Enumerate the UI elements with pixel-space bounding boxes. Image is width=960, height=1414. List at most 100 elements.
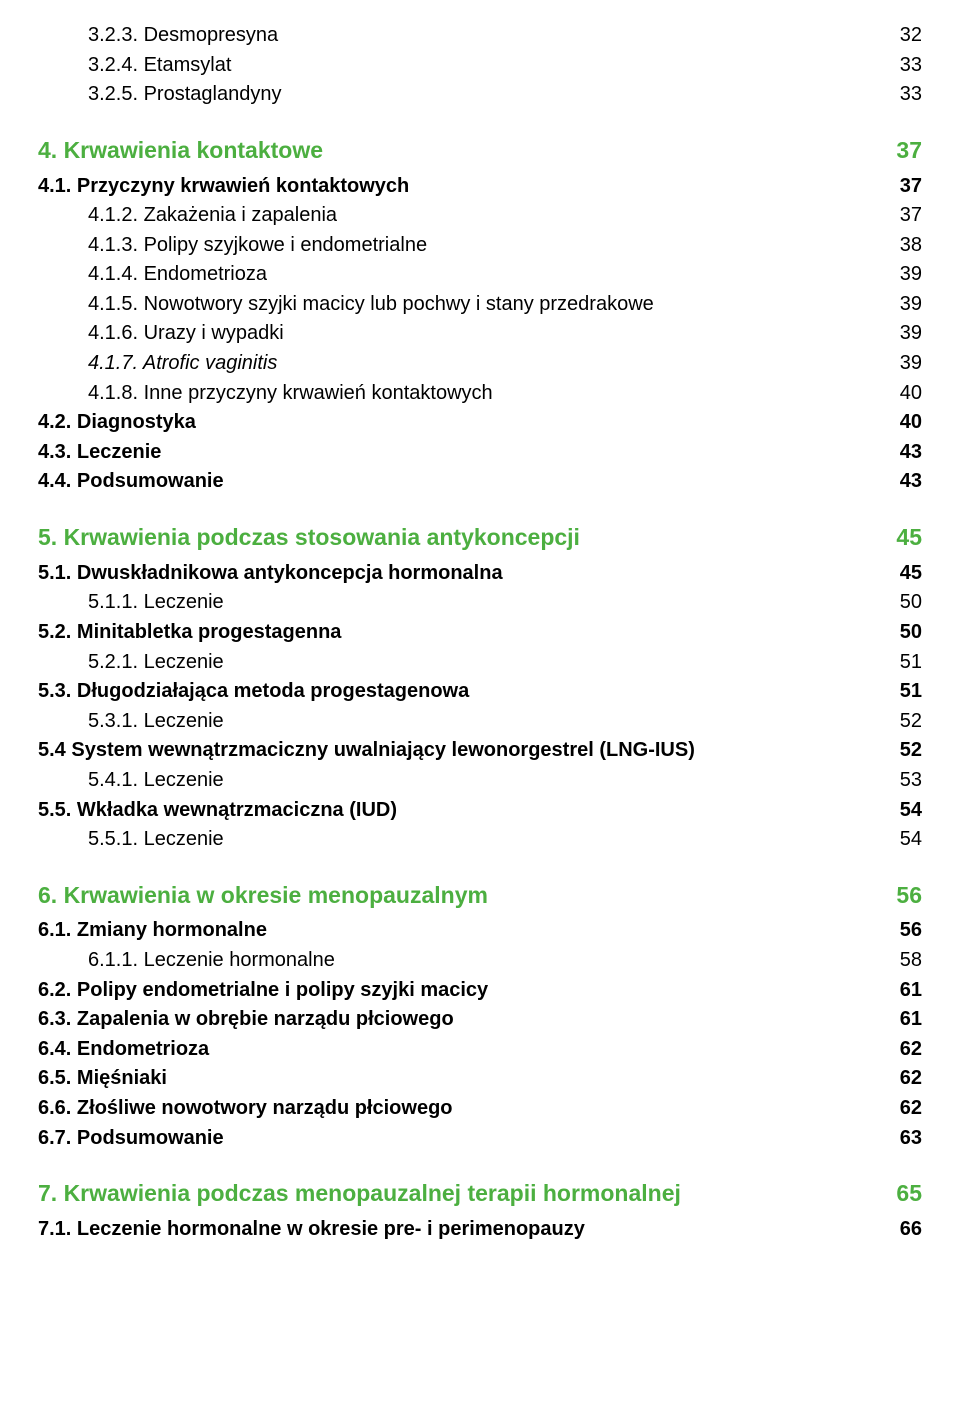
toc-entry-page: 33 xyxy=(882,81,922,109)
toc-entry-page: 62 xyxy=(882,1065,922,1093)
toc-entry: 4.2. Diagnostyka40 xyxy=(38,409,922,437)
toc-entry-page: 37 xyxy=(882,173,922,201)
toc-entry-title: 4.1. Przyczyny krwawień kontaktowych xyxy=(38,173,882,201)
toc-entry-page: 56 xyxy=(882,880,922,912)
toc-entry: 5.5. Wkładka wewnątrzmaciczna (IUD)54 xyxy=(38,797,922,825)
toc-entry-page: 62 xyxy=(882,1036,922,1064)
toc-entry-page: 39 xyxy=(882,350,922,378)
toc-entry: 4.1.7. Atrofic vaginitis39 xyxy=(38,350,922,378)
toc-entry-title: 6.2. Polipy endometrialne i polipy szyjk… xyxy=(38,977,882,1005)
toc-entry-title: 5.4.1. Leczenie xyxy=(88,767,882,795)
toc-entry-page: 61 xyxy=(882,977,922,1005)
toc-entry: 6.6. Złośliwe nowotwory narządu płcioweg… xyxy=(38,1095,922,1123)
toc-entry-title: 5. Krwawienia podczas stosowania antykon… xyxy=(38,522,882,554)
toc-entry: 6.2. Polipy endometrialne i polipy szyjk… xyxy=(38,977,922,1005)
toc-entry-page: 40 xyxy=(882,380,922,408)
toc-entry: 5.2. Minitabletka progestagenna50 xyxy=(38,619,922,647)
toc-entry-page: 45 xyxy=(882,560,922,588)
toc-entry: 6.1.1. Leczenie hormonalne58 xyxy=(38,947,922,975)
toc-entry-page: 43 xyxy=(882,439,922,467)
toc-entry-title: 6.1.1. Leczenie hormonalne xyxy=(88,947,882,975)
toc-entry-title: 6.3. Zapalenia w obrębie narządu płciowe… xyxy=(38,1006,882,1034)
toc-entry-page: 38 xyxy=(882,232,922,260)
toc-entry-page: 45 xyxy=(882,522,922,554)
toc-entry-title: 4.1.6. Urazy i wypadki xyxy=(88,320,882,348)
toc-entry: 4.1.4. Endometrioza39 xyxy=(38,261,922,289)
toc-entry-title: 4.1.7. Atrofic vaginitis xyxy=(88,350,882,378)
toc-entry-title: 4.3. Leczenie xyxy=(38,439,882,467)
toc-entry: 6.5. Mięśniaki62 xyxy=(38,1065,922,1093)
table-of-contents: 3.2.3. Desmopresyna323.2.4. Etamsylat333… xyxy=(38,22,922,1244)
toc-entry-title: 4.4. Podsumowanie xyxy=(38,468,882,496)
toc-entry-title: 3.2.5. Prostaglandyny xyxy=(88,81,882,109)
toc-entry: 4.1. Przyczyny krwawień kontaktowych37 xyxy=(38,173,922,201)
toc-entry-title: 3.2.4. Etamsylat xyxy=(88,52,882,80)
toc-entry-page: 54 xyxy=(882,797,922,825)
toc-entry-page: 56 xyxy=(882,917,922,945)
toc-entry-page: 39 xyxy=(882,320,922,348)
toc-entry: 5.5.1. Leczenie54 xyxy=(38,826,922,854)
toc-entry: 6.4. Endometrioza62 xyxy=(38,1036,922,1064)
toc-entry: 6.7. Podsumowanie63 xyxy=(38,1125,922,1153)
toc-entry-title: 4.2. Diagnostyka xyxy=(38,409,882,437)
toc-entry-title: 6.7. Podsumowanie xyxy=(38,1125,882,1153)
toc-entry-page: 65 xyxy=(882,1178,922,1210)
toc-entry-page: 37 xyxy=(882,135,922,167)
toc-entry-title: 7.1. Leczenie hormonalne w okresie pre- … xyxy=(38,1216,882,1244)
toc-entry-title: 5.1.1. Leczenie xyxy=(88,589,882,617)
toc-entry-title: 5.5. Wkładka wewnątrzmaciczna (IUD) xyxy=(38,797,882,825)
toc-entry-title: 4. Krwawienia kontaktowe xyxy=(38,135,882,167)
toc-entry: 7. Krwawienia podczas menopauzalnej tera… xyxy=(38,1178,922,1210)
toc-entry: 4.1.5. Nowotwory szyjki macicy lub pochw… xyxy=(38,291,922,319)
toc-entry-page: 39 xyxy=(882,261,922,289)
toc-entry: 4. Krwawienia kontaktowe37 xyxy=(38,135,922,167)
toc-entry: 4.3. Leczenie43 xyxy=(38,439,922,467)
toc-entry-page: 54 xyxy=(882,826,922,854)
toc-entry: 3.2.4. Etamsylat33 xyxy=(38,52,922,80)
toc-entry-page: 52 xyxy=(882,708,922,736)
toc-entry: 5. Krwawienia podczas stosowania antykon… xyxy=(38,522,922,554)
toc-entry-page: 50 xyxy=(882,589,922,617)
toc-entry-page: 40 xyxy=(882,409,922,437)
toc-entry: 7.1. Leczenie hormonalne w okresie pre- … xyxy=(38,1216,922,1244)
toc-entry-title: 4.1.8. Inne przyczyny krwawień kontaktow… xyxy=(88,380,882,408)
toc-entry: 4.1.2. Zakażenia i zapalenia37 xyxy=(38,202,922,230)
toc-entry-page: 43 xyxy=(882,468,922,496)
toc-entry: 4.4. Podsumowanie43 xyxy=(38,468,922,496)
toc-entry-page: 50 xyxy=(882,619,922,647)
toc-entry-title: 5.4 System wewnątrzmaciczny uwalniający … xyxy=(38,737,882,765)
toc-entry: 5.2.1. Leczenie51 xyxy=(38,649,922,677)
toc-entry-page: 32 xyxy=(882,22,922,50)
toc-entry-title: 7. Krwawienia podczas menopauzalnej tera… xyxy=(38,1178,882,1210)
toc-entry-page: 63 xyxy=(882,1125,922,1153)
toc-entry-title: 4.1.4. Endometrioza xyxy=(88,261,882,289)
toc-entry: 5.1. Dwuskładnikowa antykoncepcja hormon… xyxy=(38,560,922,588)
toc-entry-page: 62 xyxy=(882,1095,922,1123)
toc-entry: 5.3. Długodziałająca metoda progestageno… xyxy=(38,678,922,706)
toc-entry: 4.1.3. Polipy szyjkowe i endometrialne38 xyxy=(38,232,922,260)
toc-entry: 3.2.3. Desmopresyna32 xyxy=(38,22,922,50)
toc-entry: 5.1.1. Leczenie50 xyxy=(38,589,922,617)
toc-entry-page: 39 xyxy=(882,291,922,319)
toc-entry-page: 33 xyxy=(882,52,922,80)
toc-entry-title: 5.1. Dwuskładnikowa antykoncepcja hormon… xyxy=(38,560,882,588)
toc-entry-page: 61 xyxy=(882,1006,922,1034)
toc-entry: 5.3.1. Leczenie52 xyxy=(38,708,922,736)
toc-entry: 4.1.8. Inne przyczyny krwawień kontaktow… xyxy=(38,380,922,408)
toc-entry-title: 6.1. Zmiany hormonalne xyxy=(38,917,882,945)
toc-entry-title: 5.2. Minitabletka progestagenna xyxy=(38,619,882,647)
toc-entry-title: 3.2.3. Desmopresyna xyxy=(88,22,882,50)
toc-entry-title: 4.1.3. Polipy szyjkowe i endometrialne xyxy=(88,232,882,260)
toc-entry: 6.3. Zapalenia w obrębie narządu płciowe… xyxy=(38,1006,922,1034)
toc-entry: 6. Krwawienia w okresie menopauzalnym56 xyxy=(38,880,922,912)
toc-entry-title: 6.6. Złośliwe nowotwory narządu płcioweg… xyxy=(38,1095,882,1123)
toc-entry-page: 51 xyxy=(882,678,922,706)
toc-entry-title: 4.1.2. Zakażenia i zapalenia xyxy=(88,202,882,230)
toc-entry: 4.1.6. Urazy i wypadki39 xyxy=(38,320,922,348)
toc-entry-page: 51 xyxy=(882,649,922,677)
toc-entry-page: 37 xyxy=(882,202,922,230)
toc-entry-page: 52 xyxy=(882,737,922,765)
toc-entry: 3.2.5. Prostaglandyny33 xyxy=(38,81,922,109)
toc-entry-page: 58 xyxy=(882,947,922,975)
toc-entry: 5.4 System wewnątrzmaciczny uwalniający … xyxy=(38,737,922,765)
